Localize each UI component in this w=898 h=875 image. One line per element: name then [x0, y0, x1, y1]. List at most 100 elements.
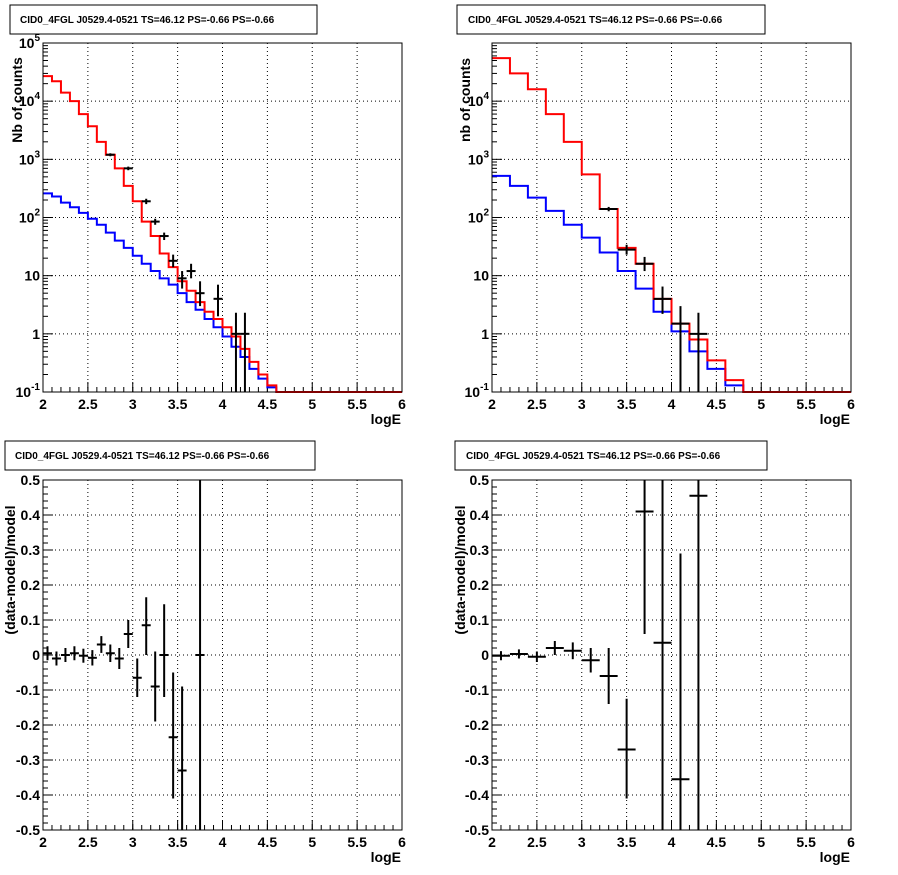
y-tick-label: -0.3: [16, 752, 40, 768]
x-tick-label: 4: [668, 834, 676, 850]
plot-frame: [491, 42, 852, 393]
x-axis-label: logE: [371, 411, 401, 427]
plot-area: 2 2.5 3 3.5 4 4.5 5 5.5 6 10-1 1 10 102 103 104: [465, 42, 855, 412]
plot-area: 2 2.5 3 3.5 4 4.5 5 5.5 6 -0.5 -0.4 -0.3 -0.2 -0.1 0 0.…: [465, 472, 855, 850]
y-tick-label: 1: [481, 326, 489, 342]
y-tick-label: -0.1: [16, 682, 40, 698]
y-axis-label: nb of counts: [457, 58, 473, 142]
plot-frame: [42, 479, 403, 831]
y-tick-label: -0.2: [465, 717, 489, 733]
panel-residuals-left: CID0_4FGL J0529.4-0521 TS=46.12 PS=-0.66…: [2, 440, 406, 865]
title-box: [456, 4, 766, 35]
y-tick-label: 0.3: [21, 542, 41, 558]
y-tick-label: 1: [32, 326, 40, 342]
y-tick-label: 0.5: [470, 472, 490, 488]
y-axis-label: Nb of counts: [9, 57, 25, 143]
chart-title: CID0_4FGL J0529.4-0521 TS=46.12 PS=-0.66…: [15, 451, 270, 462]
x-tick-label: 2.5: [527, 834, 547, 850]
x-axis-label: logE: [820, 849, 850, 865]
x-tick-label: 4: [219, 834, 227, 850]
x-tick-label: 4.5: [258, 834, 278, 850]
x-tick-label: 5.5: [347, 396, 367, 412]
plot-background: [43, 480, 402, 830]
x-tick-label: 5: [757, 834, 765, 850]
y-tick-label: 0.1: [21, 612, 41, 628]
x-tick-label: 5.5: [796, 396, 816, 412]
plot-area: 2 2.5 3 3.5 4 4.5 5 5.5 6 -0.5 -0.4 -0.3 -0.2 -0.1 0 0.…: [16, 472, 406, 850]
plot-background: [492, 43, 851, 392]
chart-title: CID0_4FGL J0529.4-0521 TS=46.12 PS=-0.66…: [468, 15, 723, 26]
plot-background: [492, 480, 851, 830]
y-tick-label: 10-1: [16, 382, 41, 400]
y-tick-label: 105: [19, 33, 41, 51]
chart-title: CID0_4FGL J0529.4-0521 TS=46.12 PS=-0.66…: [20, 15, 275, 26]
y-tick-label: -0.3: [465, 752, 489, 768]
x-tick-label: 3.5: [168, 396, 188, 412]
title-box: [4, 440, 316, 471]
x-tick-label: 5.5: [347, 834, 367, 850]
x-tick-label: 6: [398, 396, 406, 412]
y-tick-label: 0.3: [470, 542, 490, 558]
x-tick-label: 4.5: [258, 396, 278, 412]
x-tick-label: 3.5: [168, 834, 188, 850]
x-axis-label: logE: [371, 849, 401, 865]
x-tick-label: 5: [308, 834, 316, 850]
x-tick-label: 6: [847, 396, 855, 412]
x-tick-label: 2: [488, 834, 496, 850]
x-tick-label: 2: [488, 396, 496, 412]
y-axis-label: (data-model)/model: [2, 505, 18, 634]
x-axis-label: logE: [820, 411, 850, 427]
panel-counts-right: CID0_4FGL J0529.4-0521 TS=46.12 PS=-0.66…: [456, 4, 855, 427]
y-tick-label: 102: [19, 208, 41, 226]
x-tick-label: 3.5: [617, 834, 637, 850]
y-tick-label: 104: [19, 91, 41, 109]
y-tick-label: -0.2: [16, 717, 40, 733]
x-tick-label: 4.5: [707, 396, 727, 412]
y-tick-label: 0.5: [21, 472, 41, 488]
y-tick-label: -0.4: [16, 787, 40, 803]
x-tick-label: 6: [398, 834, 406, 850]
y-tick-label: -0.5: [465, 822, 489, 838]
y-tick-label: -0.4: [465, 787, 489, 803]
y-tick-label: 103: [468, 149, 490, 167]
y-tick-label: 104: [468, 91, 490, 109]
y-tick-label: 0.4: [21, 507, 41, 523]
x-tick-label: 2: [39, 834, 47, 850]
x-tick-label: 2: [39, 396, 47, 412]
title-box: [9, 4, 318, 35]
y-tick-label: 10: [473, 268, 489, 284]
x-tick-label: 2.5: [78, 834, 98, 850]
x-tick-label: 4.5: [707, 834, 727, 850]
y-tick-label: 0.4: [470, 507, 490, 523]
y-tick-label: 0.1: [470, 612, 490, 628]
chart-title: CID0_4FGL J0529.4-0521 TS=46.12 PS=-0.66…: [466, 451, 721, 462]
y-tick-label: 10: [24, 268, 40, 284]
x-tick-label: 3: [578, 396, 586, 412]
x-tick-label: 3.5: [617, 396, 637, 412]
x-tick-label: 5.5: [796, 834, 816, 850]
y-tick-label: 103: [19, 149, 41, 167]
y-tick-label: 10-1: [465, 382, 490, 400]
title-box: [454, 440, 768, 471]
plot-frame: [491, 479, 852, 831]
x-tick-label: 2.5: [78, 396, 98, 412]
y-axis-label: (data-model)/model: [452, 505, 468, 634]
y-tick-label: 102: [468, 208, 490, 226]
y-tick-label: 0.2: [21, 577, 41, 593]
plot-frame: [42, 42, 403, 393]
x-tick-label: 4: [668, 396, 676, 412]
x-tick-label: 5: [757, 396, 765, 412]
y-tick-label: -0.1: [465, 682, 489, 698]
x-tick-label: 5: [308, 396, 316, 412]
x-tick-label: 4: [219, 396, 227, 412]
plot-area: 2 2.5 3 3.5 4 4.5 5 5.5 6 10-1 1 10 102 103 104 105: [16, 33, 407, 412]
x-tick-label: 3: [578, 834, 586, 850]
y-tick-label: 0: [481, 647, 489, 663]
x-tick-label: 3: [129, 834, 137, 850]
panel-residuals-right: CID0_4FGL J0529.4-0521 TS=46.12 PS=-0.66…: [452, 440, 855, 865]
x-tick-label: 3: [129, 396, 137, 412]
y-tick-label: 0: [32, 647, 40, 663]
x-tick-label: 2.5: [527, 396, 547, 412]
panel-counts-left: CID0_4FGL J0529.4-0521 TS=46.12 PS=-0.66…: [9, 4, 407, 427]
